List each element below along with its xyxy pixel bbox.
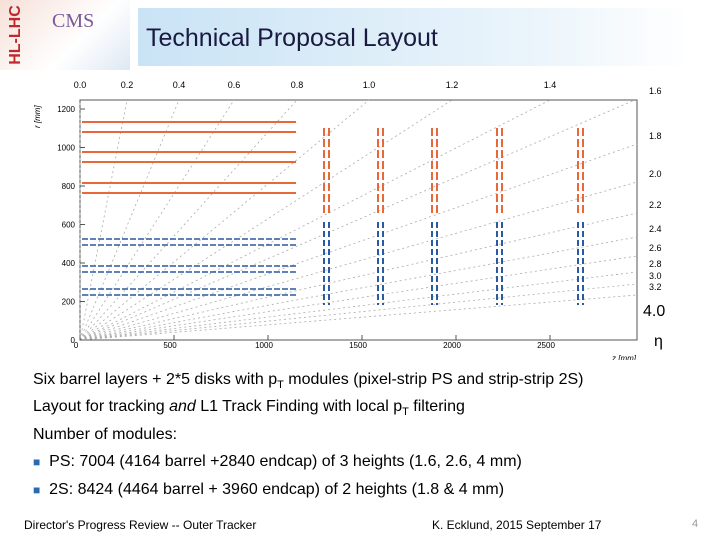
y-axis-label: r [mm]: [33, 105, 42, 128]
eta-label: 0.4: [173, 80, 186, 90]
eta-label: 1.0: [363, 80, 376, 90]
eta-symbol: η: [654, 333, 663, 350]
text: Layout for tracking: [33, 398, 170, 415]
layout-figure: 0.0 0.2 0.4 0.6 0.8 1.0 1.2 1.4 1.6 1.8 2.0 2.2 2.4 2…: [33, 80, 665, 360]
eta-line: [79, 99, 180, 341]
x-axis-label: z [mm]: [611, 354, 637, 360]
eta-label: 2.4: [649, 224, 662, 234]
eta-label: 1.4: [544, 80, 557, 90]
bullet: ■ PS: 7004 (4164 barrel +2840 endcap) of…: [33, 453, 522, 470]
eta-line: [79, 99, 128, 341]
eta-label: 2.0: [649, 169, 662, 179]
eta-line: [79, 99, 453, 341]
eta-label: 2.6: [649, 243, 662, 253]
title-band: Technical Proposal Layout: [138, 8, 690, 66]
eta-line: [79, 294, 638, 341]
eta-label: 0.2: [121, 80, 134, 90]
eta-label: 0.8: [291, 80, 304, 90]
subscript: T: [277, 379, 284, 392]
text: L1 Track Finding with local p: [195, 398, 403, 415]
x-tick-label: 2000: [443, 341, 461, 350]
eta-line: [79, 99, 298, 341]
y-tick-label: 200: [62, 298, 76, 307]
subscript: T: [402, 406, 409, 419]
y-tick-label: 400: [62, 259, 76, 268]
footer-left: Director's Progress Review -- Outer Trac…: [24, 518, 257, 532]
eta-line: [79, 181, 638, 341]
eta-label: 0.0: [74, 80, 87, 90]
x-tick-label: 2500: [537, 341, 555, 350]
y-tick-label: 0: [71, 336, 76, 345]
body-line: Six barrel layers + 2*5 disks with pT mo…: [33, 371, 584, 391]
text: PS: 7004 (4164 barrel +2840 endcap) of 3…: [49, 453, 522, 470]
text: modules (pixel-strip PS and strip-strip …: [283, 371, 584, 388]
eta-label: 0.6: [228, 80, 241, 90]
eta-line: [79, 99, 635, 341]
eta-label: 1.8: [649, 131, 662, 141]
eta-label: 3.0: [649, 271, 662, 281]
eta-line: [79, 271, 638, 341]
x-tick-label: 1500: [349, 341, 367, 350]
eta-line: [79, 255, 638, 341]
y-tick-label: 800: [62, 182, 76, 191]
x-tick-label: 0: [74, 341, 79, 350]
y-tick-label: 600: [62, 221, 76, 230]
eta-label: 1.2: [446, 80, 459, 90]
eta-label: 4.0: [643, 303, 665, 320]
page-number: 4: [692, 518, 699, 530]
text: 2S: 8424 (4464 barrel + 3960 endcap) of …: [49, 481, 505, 498]
body-line: Layout for tracking and L1 Track Finding…: [33, 398, 465, 418]
eta-line: [79, 143, 638, 341]
text: Six barrel layers + 2*5 disks with p: [33, 371, 278, 388]
bullet: ■ 2S: 8424 (4464 barrel + 3960 endcap) o…: [33, 481, 505, 498]
eta-label: 1.6: [649, 86, 662, 96]
y-tick-label: 1000: [57, 144, 75, 153]
slide-title: Technical Proposal Layout: [146, 24, 438, 52]
logo: HL-LHC CMS: [0, 0, 130, 70]
eta-label: 3.2: [649, 282, 662, 292]
y-tick-label: 1200: [57, 105, 75, 114]
body-line: Number of modules:: [33, 426, 178, 443]
logo-cms: CMS: [52, 10, 95, 32]
x-tick-label: 500: [163, 341, 177, 350]
eta-line: [79, 212, 638, 341]
eta-label: 2.2: [649, 200, 662, 210]
text: filtering: [408, 398, 465, 415]
footer-center: K. Ecklund, 2015 September 17: [432, 518, 602, 532]
eta-label: 2.8: [649, 259, 662, 269]
text: and: [169, 398, 196, 415]
eta-line: [79, 283, 638, 341]
x-tick-label: 1000: [255, 341, 273, 350]
